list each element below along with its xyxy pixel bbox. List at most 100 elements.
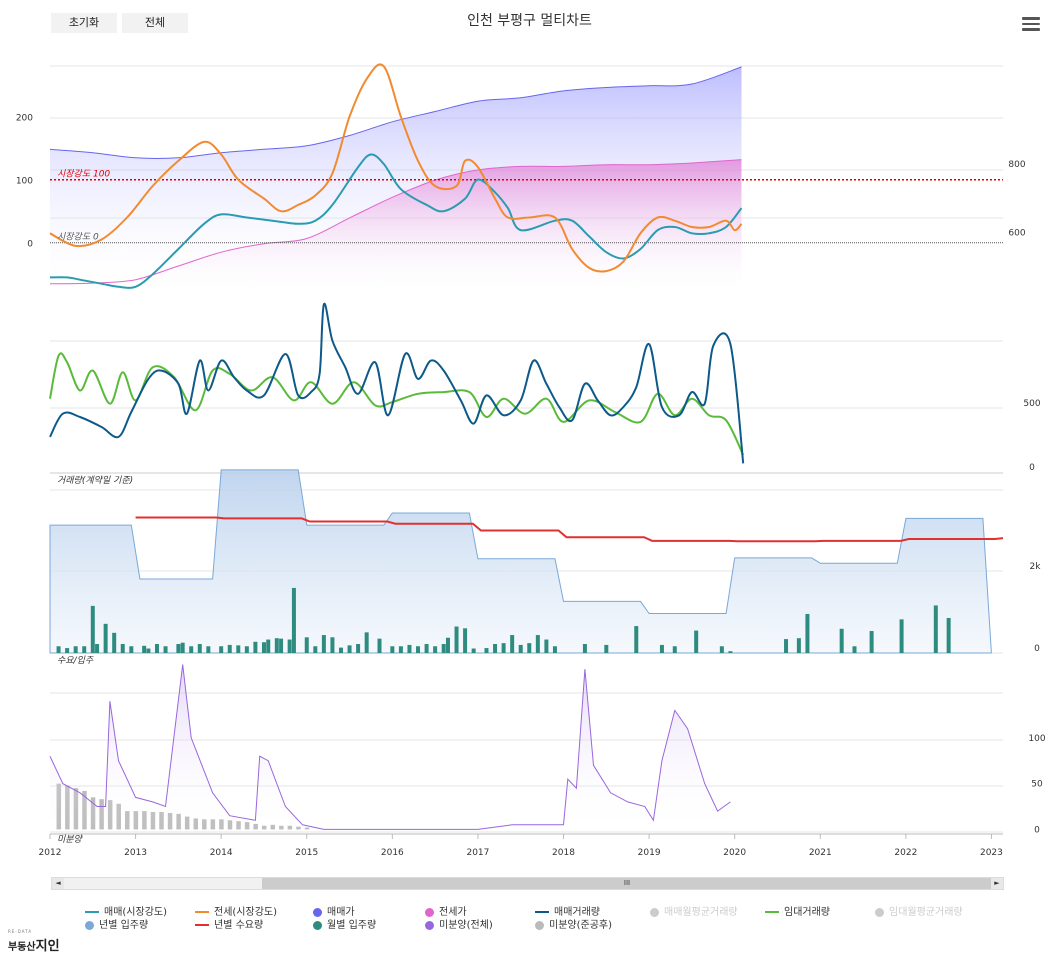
monthly-supply-bar	[261, 642, 266, 653]
monthly-supply-bar	[805, 613, 810, 653]
monthly-supply-bar	[73, 646, 78, 653]
line-년별-수요량	[135, 516, 1004, 543]
monthly-supply-bar	[219, 646, 224, 653]
monthly-supply-bar	[154, 644, 159, 653]
x-axis-tick-label: 2014	[210, 848, 233, 858]
monthly-supply-bar	[206, 646, 211, 653]
legend-item[interactable]: 전세가	[425, 906, 467, 919]
legend-symbol-icon	[313, 907, 322, 917]
legend-item[interactable]: 미분양(준공후)	[535, 919, 612, 932]
monthly-supply-bar	[659, 644, 664, 653]
legend-item[interactable]: 미분양(전체)	[425, 919, 493, 932]
monthly-supply-bar	[784, 639, 789, 653]
legend-label: 전세(시장강도)	[214, 907, 278, 918]
legend-label: 임대월평균거래량	[889, 907, 963, 918]
hamburger-menu-icon[interactable]	[1022, 17, 1040, 31]
legend-label: 월별 입주량	[327, 920, 377, 931]
monthly-supply-bar	[441, 644, 446, 653]
monthly-supply-bar	[347, 645, 352, 653]
left-axis-tick: 0	[27, 240, 33, 250]
monthly-supply-bar	[518, 644, 523, 653]
legend-symbol-icon	[535, 911, 549, 913]
legend-symbol-icon	[650, 907, 659, 917]
all-range-button[interactable]: 전체	[122, 13, 188, 33]
monthly-supply-bar	[95, 644, 100, 653]
legend-item[interactable]: 년별 수요량	[195, 919, 263, 932]
legend-label: 매매가	[327, 907, 355, 918]
x-axis-tick-label: 2017	[466, 848, 489, 858]
x-axis-tick-label: 2015	[295, 848, 318, 858]
legend-label: 년별 입주량	[99, 920, 149, 931]
scroll-left-arrow-icon[interactable]: ◄	[52, 878, 64, 889]
monthly-supply-bar	[552, 646, 557, 653]
legend-symbol-icon	[535, 920, 544, 930]
monthly-supply-bar	[424, 644, 429, 653]
monthly-supply-bar	[313, 646, 318, 653]
monthly-supply-bar	[463, 628, 468, 653]
monthly-supply-bar	[236, 645, 241, 653]
legend-label: 전세가	[439, 907, 467, 918]
reset-button[interactable]: 초기화	[51, 13, 117, 33]
monthly-supply-bar	[244, 646, 249, 653]
right-axis-tick: 500	[1023, 399, 1040, 409]
monthly-supply-bar	[253, 641, 258, 653]
area-미분양-전체-	[50, 664, 731, 830]
monthly-supply-bar	[484, 648, 489, 653]
brand-tagline: RE-DATA	[8, 929, 33, 934]
monthly-supply-bar	[634, 626, 639, 653]
monthly-supply-bar	[433, 646, 438, 653]
monthly-supply-bar	[728, 651, 733, 653]
monthly-supply-bar	[510, 635, 515, 653]
monthly-supply-bar	[527, 643, 532, 653]
legend-item[interactable]: 월별 입주량	[313, 919, 376, 932]
legend-item[interactable]: 전세(시장강도)	[195, 906, 277, 919]
chart-title: 인천 부평구 멀티차트	[467, 13, 592, 29]
area-년별-입주량	[49, 469, 992, 654]
right-axis-tick: 100	[1028, 734, 1045, 744]
legend-item[interactable]: 임대거래량	[765, 906, 830, 919]
panel-label: 수요/입주	[57, 655, 94, 666]
scroll-thumb[interactable]: III	[262, 878, 992, 889]
x-axis-tick-label: 2016	[381, 848, 404, 858]
legend-item[interactable]: 매매가	[313, 906, 355, 919]
monthly-supply-bar	[180, 642, 185, 653]
reference-line-label: 시장강도 100	[57, 169, 110, 180]
panel-label: 미분양	[57, 834, 84, 845]
x-axis-tick-label: 2012	[39, 848, 62, 858]
monthly-supply-bar	[672, 646, 677, 653]
legend-label: 년별 수요량	[214, 920, 264, 931]
legend-symbol-icon	[425, 907, 434, 917]
range-scrollbar[interactable]: ◄ III ►	[51, 877, 1004, 890]
monthly-supply-bar	[471, 648, 476, 653]
monthly-supply-bar	[398, 646, 403, 653]
monthly-supply-bar	[321, 635, 326, 653]
legend-item[interactable]: 임대월평균거래량	[875, 906, 963, 919]
legend-symbol-icon	[85, 911, 99, 913]
legend-label: 매매거래량	[554, 907, 600, 918]
legend-item[interactable]: 매매거래량	[535, 906, 600, 919]
legend-symbol-icon	[195, 911, 209, 913]
right-axis-tick: 800	[1008, 160, 1025, 170]
right-axis-tick: 0	[1029, 463, 1035, 473]
panel-label: 거래량(계약일 기준)	[57, 475, 133, 486]
monthly-supply-bar	[852, 646, 857, 653]
x-axis-tick-label: 2023	[980, 848, 1003, 858]
legend-symbol-icon	[313, 920, 322, 930]
legend-symbol-icon	[425, 920, 434, 930]
line-전세가	[49, 159, 742, 285]
monthly-supply-bar	[279, 638, 284, 653]
legend-item[interactable]: 매매(시장강도)	[85, 906, 167, 919]
monthly-supply-bar	[163, 646, 168, 653]
left-axis-tick: 100	[16, 177, 33, 187]
monthly-supply-bar	[90, 605, 95, 653]
right-axis-tick: 2k	[1030, 562, 1042, 572]
monthly-supply-bar	[719, 646, 724, 653]
right-axis-tick: 0	[1034, 644, 1040, 654]
monthly-supply-bar	[82, 646, 87, 653]
legend-label: 미분양(전체)	[439, 920, 493, 931]
scroll-right-arrow-icon[interactable]: ►	[991, 878, 1003, 889]
legend-item[interactable]: 년별 입주량	[85, 919, 148, 932]
legend-item[interactable]: 매매월평균거래량	[650, 906, 738, 919]
monthly-supply-bar	[501, 643, 506, 653]
